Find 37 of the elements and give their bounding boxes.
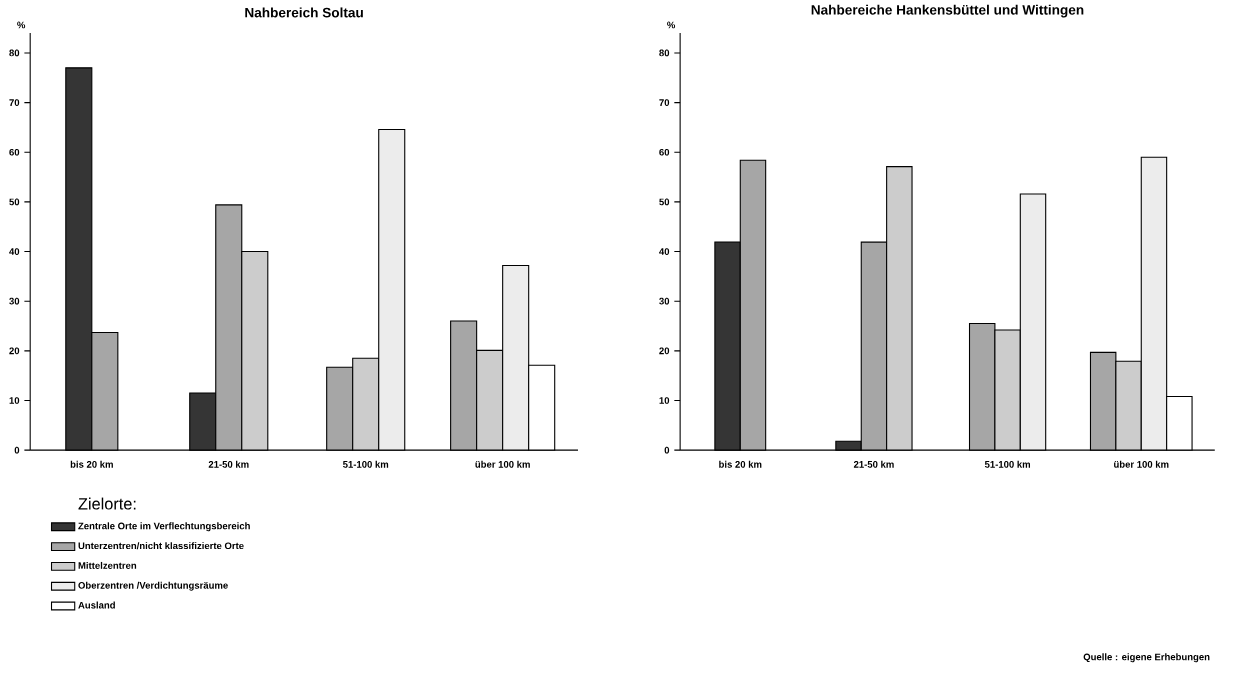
x-tick-label: bis 20 km [70, 460, 113, 468]
source-note: Quelle : eigene Erhebungen [1083, 653, 1210, 663]
y-axis-title: % [17, 21, 26, 29]
y-tick-label: 30 [9, 297, 20, 305]
y-tick-label: 10 [9, 397, 20, 404]
legend-label: Zentrale Orte im Verflechtungsbereich [78, 522, 250, 532]
y-tick-label: 0 [664, 446, 670, 454]
y-tick-label: 70 [9, 99, 20, 106]
x-tick-label: über 100 km [475, 460, 530, 468]
y-tick-label: 70 [659, 99, 670, 106]
y-axis-title: % [667, 21, 676, 29]
x-tick-label: 21-50 km [853, 460, 894, 468]
x-tick-label: über 100 km [1114, 460, 1169, 468]
legend-title: Zielorte: [78, 497, 136, 510]
chart-title: Nahbereich Soltau [245, 7, 363, 18]
y-tick-label: 20 [9, 347, 20, 355]
y-tick-label: 60 [659, 148, 670, 156]
legend-label: Unterzentren/nicht klassifizierte Orte [78, 542, 244, 550]
y-tick-label: 10 [659, 397, 670, 404]
y-tick-label: 20 [659, 347, 670, 355]
y-tick-label: 50 [9, 198, 20, 206]
y-tick-label: 0 [14, 446, 20, 454]
y-tick-label: 60 [9, 148, 20, 156]
y-tick-label: 40 [9, 248, 20, 255]
y-tick-label: 80 [9, 49, 20, 57]
x-tick-label: 21-50 km [208, 460, 249, 468]
y-tick-label: 40 [659, 248, 670, 255]
y-tick-label: 80 [659, 49, 670, 57]
y-tick-label: 50 [659, 198, 670, 206]
x-tick-label: 51-100 km [984, 460, 1031, 468]
y-tick-label: 30 [659, 297, 670, 305]
legend-label: Ausland [78, 601, 115, 609]
x-tick-label: bis 20 km [719, 460, 762, 468]
legend-label: Oberzentren /Verdichtungsräume [78, 581, 228, 591]
x-tick-label: 51-100 km [343, 460, 389, 468]
legend-label: Mittelzentren [78, 561, 137, 569]
chart-title: Nahbereiche Hankensbüttel und Wittingen [811, 4, 1084, 18]
